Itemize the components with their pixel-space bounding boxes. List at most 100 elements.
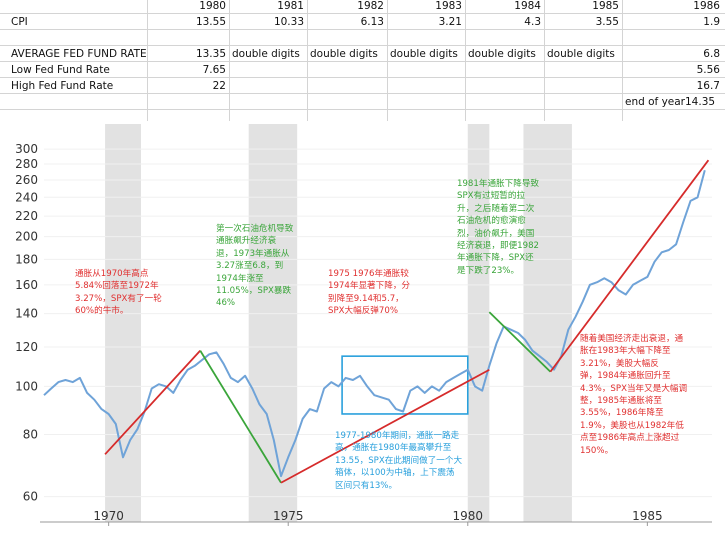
table-cell: [387, 94, 465, 110]
table-cell: [544, 30, 622, 46]
table-cell: [307, 62, 387, 78]
table-cell: [147, 30, 229, 46]
y-tick-label: 180: [15, 252, 38, 266]
table-row: [0, 30, 725, 46]
table-cell: [544, 62, 622, 78]
grid-row-line: [0, 13, 725, 14]
grid-col-line: [307, 0, 308, 121]
trend-line-rise-1970-1972: [104, 349, 201, 455]
table-row: end of year14.35: [0, 94, 725, 110]
spx-chart: 60 80 100 120 140 160 180 200 220 240 260 280 300 197…: [0, 124, 725, 535]
y-tick-label: 200: [15, 230, 38, 244]
note-1970-1972: 通胀从1970年高点 5.84%回落至1972年 3.27%，SPX有了一轮 6…: [75, 269, 162, 317]
table-cell: [465, 94, 544, 110]
table-cell: 6.13: [360, 16, 384, 28]
year-header-cell: 1983: [435, 0, 462, 12]
grid-row-line: [0, 29, 725, 30]
row-label: Low Fed Fund Rate: [11, 64, 110, 76]
spreadsheet-table: 1980 1981 1982 1983 1984 1985 1986 CPI 13.55 10.3…: [0, 0, 725, 126]
table-cell: double digits: [310, 48, 378, 60]
y-tick-label: 220: [15, 209, 38, 223]
table-row: High Fed Fund Rate 22 16.7: [0, 78, 725, 94]
y-tick-label: 240: [15, 190, 38, 204]
table-cell: 5.56: [696, 64, 720, 76]
table-cell: [544, 94, 622, 110]
table-cell: 1.9: [703, 16, 720, 28]
row-label: [8, 30, 149, 46]
table-cell: 6.8: [703, 48, 720, 60]
table-cell: 16.7: [696, 80, 720, 92]
year-header-cell: 1982: [357, 0, 384, 12]
recession-band: [467, 124, 490, 522]
trend-line-rise-1974-1980: [280, 368, 490, 484]
series-line-spx: [43, 169, 706, 478]
row-label: [8, 94, 149, 110]
y-tick-label: 140: [15, 307, 38, 321]
table-cell: [229, 78, 307, 94]
table-row: Low Fed Fund Rate 7.65 5.56: [0, 62, 725, 78]
grid-row-line: [0, 77, 725, 78]
trend-line-rise-1982-1986: [549, 159, 710, 373]
table-header-row: 1980 1981 1982 1983 1984 1985 1986: [0, 0, 725, 14]
year-header-cell: 1984: [514, 0, 541, 12]
table-cell: 4.3: [524, 16, 541, 28]
grid-col-line: [229, 0, 230, 121]
x-tick-label: 1970: [93, 509, 124, 523]
table-cell: 13.35: [195, 48, 226, 60]
x-tick-label: 1975: [273, 509, 304, 523]
table-cell: [307, 78, 387, 94]
table-cell: [465, 62, 544, 78]
table-cell: [622, 30, 723, 46]
table-cell: [307, 94, 387, 110]
table-cell: [229, 94, 307, 110]
y-tick-label: 80: [23, 428, 38, 442]
trend-line-fall-1980-1982: [488, 311, 552, 373]
note-1975-1976: 1975 1976年通胀较 1974年显著下降，分 别降至9.14和5.7， S…: [328, 269, 411, 317]
grid-col-line: [465, 0, 466, 121]
row-label: CPI: [11, 16, 28, 28]
trend-line-fall-1973-1974: [199, 350, 282, 484]
recession-band: [248, 124, 298, 522]
year-header-cell: 1981: [277, 0, 304, 12]
row-label: AVERAGE FED FUND RATE: [11, 48, 147, 60]
table-cell: double digits: [390, 48, 458, 60]
table-cell: 7.65: [202, 64, 226, 76]
grid-col-line: [622, 0, 623, 121]
recession-band: [523, 124, 572, 522]
y-tick-label: 160: [15, 278, 38, 292]
row-label: [8, 0, 149, 14]
x-tick-label: 1985: [632, 509, 663, 523]
table-cell: [465, 78, 544, 94]
x-tick-label: 1980: [453, 509, 484, 523]
table-row: CPI 13.55 10.33 6.13 3.21 4.3 3.55 1.9: [0, 14, 725, 30]
grid-row-line: [0, 109, 725, 110]
table-cell: 3.21: [438, 16, 462, 28]
table-cell: [147, 94, 229, 110]
table-cell: 22: [212, 80, 226, 92]
grid-col-line: [544, 0, 545, 121]
table-cell: [229, 30, 307, 46]
y-tick-label: 60: [23, 490, 38, 504]
table-row: AVERAGE FED FUND RATE 13.35 double digits d…: [0, 46, 725, 62]
recession-band: [105, 124, 141, 522]
year-header-cell: 1986: [693, 0, 720, 12]
note-1977-1980: 1977-1980年期间，通胀一路走 高，通胀在1980年最高攀升至 13.55…: [335, 431, 463, 491]
row-label: High Fed Fund Rate: [11, 80, 114, 92]
note-1981-1982: 1981年通胀下降导致 SPX有过短暂的拉 升，之后随着第二次 石油危机的愈演愈…: [457, 179, 540, 276]
grid-col-line: [147, 0, 148, 121]
table-cell: 3.55: [595, 16, 619, 28]
table-cell: end of year14.35: [625, 96, 716, 108]
grid-col-line: [387, 0, 388, 121]
note-1983-1986: 随着美国经济走出衰退，通 胀在1983年大幅下降至 3.21%，美股大幅反 弹，…: [580, 334, 688, 456]
table-cell: [465, 30, 544, 46]
grid-row-line: [0, 93, 725, 94]
table-cell: 13.55: [195, 16, 226, 28]
grid-row-line: [0, 61, 725, 62]
year-header-cell: 1985: [592, 0, 619, 12]
table-cell: [307, 30, 387, 46]
table-cell: [544, 78, 622, 94]
grid-row-line: [0, 45, 725, 46]
year-header-cell: 1980: [199, 0, 226, 12]
table-cell: [387, 78, 465, 94]
